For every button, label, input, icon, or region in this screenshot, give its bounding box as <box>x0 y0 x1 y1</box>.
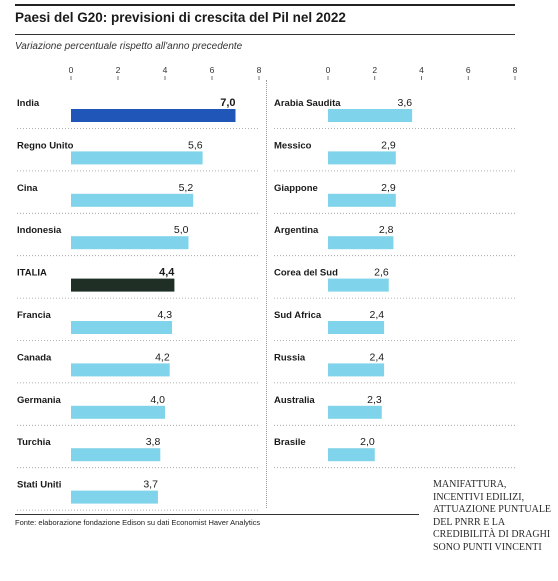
tick-label-1-8: 8 <box>513 65 518 75</box>
bar-stati-uniti <box>71 490 158 504</box>
category-label: Argentina <box>274 225 319 236</box>
bar-brasile <box>328 448 375 462</box>
category-label: Germania <box>17 395 62 406</box>
bar-messico <box>328 151 396 165</box>
category-label: Corea del Sud <box>274 268 338 279</box>
data-label: 2,4 <box>369 309 384 321</box>
tick-label-0-4: 4 <box>163 65 168 75</box>
panel-divider <box>266 80 267 508</box>
bar-germania <box>71 405 165 419</box>
bar-russia <box>328 363 385 377</box>
bar-canada <box>71 363 170 377</box>
bar-cina <box>71 193 194 207</box>
bar-australia <box>328 405 382 419</box>
tick-label-1-2: 2 <box>372 65 377 75</box>
tick-label-1-4: 4 <box>419 65 424 75</box>
tick-label-0-0: 0 <box>69 65 74 75</box>
tick-label-1-0: 0 <box>326 65 331 75</box>
data-label: 5,0 <box>174 224 189 236</box>
category-label: Canada <box>17 352 52 363</box>
category-label: Giappone <box>274 183 318 194</box>
bar-italia <box>71 278 175 292</box>
category-label: Francia <box>17 310 52 321</box>
data-label: 2,8 <box>379 224 394 236</box>
category-label: Stati Uniti <box>17 480 61 491</box>
tick-label-1-6: 6 <box>466 65 471 75</box>
data-label: 2,9 <box>381 182 396 194</box>
category-label: Regno Unito <box>17 140 74 151</box>
data-label: 5,6 <box>188 139 203 151</box>
category-label: ITALIA <box>17 268 47 279</box>
chart-subtitle: Variazione percentuale rispetto all'anno… <box>15 41 243 52</box>
category-label: Arabia Saudita <box>274 98 341 109</box>
data-label: 2,3 <box>367 394 382 406</box>
tick-label-0-8: 8 <box>257 65 262 75</box>
bar-turchia <box>71 448 161 462</box>
bar-regno-unito <box>71 151 203 165</box>
category-label: Australia <box>274 395 315 406</box>
data-label: 5,2 <box>179 182 194 194</box>
data-label: 4,0 <box>150 394 165 406</box>
bar-argentina <box>328 236 394 250</box>
data-label: 3,8 <box>146 436 161 448</box>
data-label: 2,6 <box>374 267 389 279</box>
category-label: Indonesia <box>17 225 62 236</box>
top-rule <box>15 4 515 6</box>
data-label: 2,0 <box>360 436 375 448</box>
category-label: Russia <box>274 352 306 363</box>
bar-indonesia <box>71 236 189 250</box>
data-label: 7,0 <box>220 97 235 109</box>
data-label: 4,3 <box>157 309 172 321</box>
category-label: Brasile <box>274 437 306 448</box>
category-label: Turchia <box>17 437 51 448</box>
bar-giappone <box>328 193 396 207</box>
tick-label-0-6: 6 <box>210 65 215 75</box>
bar-india <box>71 109 236 122</box>
chart-title: Paesi del G20: previsioni di crescita de… <box>15 10 346 25</box>
tick-label-0-2: 2 <box>116 65 121 75</box>
category-label: Cina <box>17 183 38 194</box>
data-label: 3,6 <box>398 97 413 109</box>
bar-francia <box>71 321 173 334</box>
data-label: 2,9 <box>381 139 396 151</box>
category-label: Sud Africa <box>274 310 322 321</box>
side-note: Manifattura, incentivi edilizi, attuazio… <box>433 479 552 553</box>
bar-sud-africa <box>328 321 385 334</box>
data-label: 2,4 <box>369 351 384 363</box>
data-label: 4,4 <box>159 267 175 279</box>
data-label: 4,2 <box>155 351 170 363</box>
bar-corea-del-sud <box>328 278 389 292</box>
data-label: 3,7 <box>143 479 158 491</box>
source-note: Fonte: elaborazione fondazione Edison su… <box>15 518 261 527</box>
category-label: India <box>17 98 40 109</box>
bottom-rule <box>15 514 419 515</box>
bar-arabia-saudita <box>328 109 413 122</box>
category-label: Messico <box>274 140 312 151</box>
title-rule <box>15 34 515 35</box>
